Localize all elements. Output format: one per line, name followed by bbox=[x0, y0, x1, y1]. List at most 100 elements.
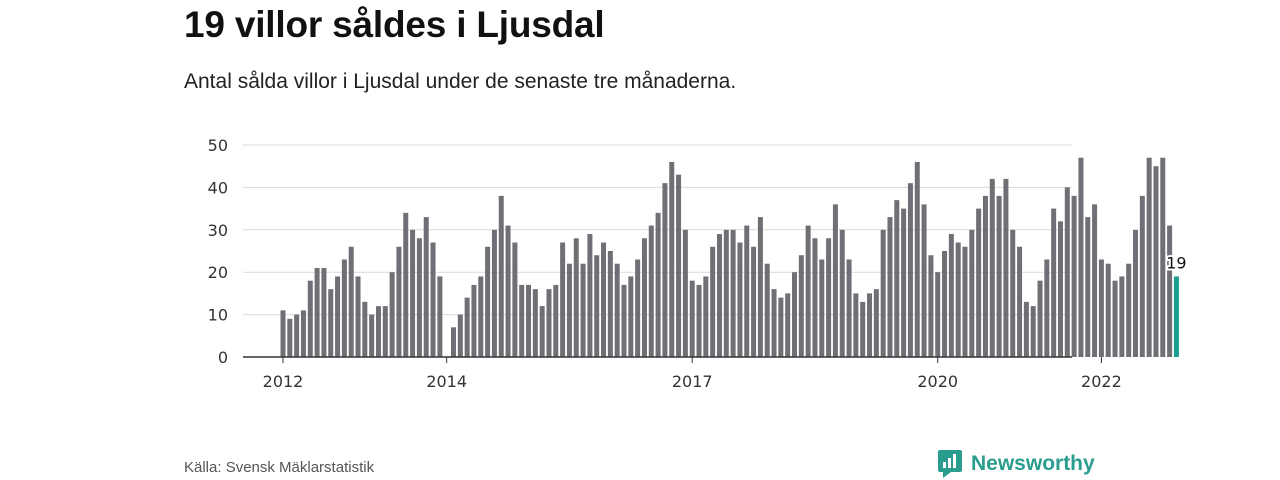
bar bbox=[451, 327, 456, 357]
bar bbox=[1044, 259, 1050, 357]
bar bbox=[546, 289, 552, 357]
bar bbox=[621, 284, 627, 357]
bar bbox=[1071, 195, 1077, 357]
bar bbox=[819, 259, 825, 357]
bar bbox=[362, 301, 368, 357]
bar bbox=[867, 293, 873, 357]
bar bbox=[512, 242, 518, 357]
bar bbox=[1092, 204, 1098, 357]
bar bbox=[730, 229, 736, 357]
bar bbox=[1167, 225, 1173, 357]
bar bbox=[832, 204, 838, 357]
bar bbox=[491, 229, 497, 357]
brand-logo[interactable]: Newsworthy bbox=[937, 449, 1095, 479]
x-tick-label: 2012 bbox=[263, 372, 304, 391]
bar bbox=[757, 217, 763, 357]
bar bbox=[751, 246, 757, 357]
bar bbox=[716, 234, 722, 357]
bar bbox=[505, 225, 511, 357]
bar bbox=[464, 297, 470, 357]
bar bbox=[566, 263, 572, 357]
bar bbox=[1112, 280, 1118, 357]
bar bbox=[1037, 280, 1043, 357]
bar bbox=[662, 183, 668, 357]
bar bbox=[805, 225, 811, 357]
bar bbox=[703, 276, 709, 357]
bar bbox=[682, 229, 688, 357]
bar bbox=[853, 293, 859, 357]
bar bbox=[921, 204, 927, 357]
bar bbox=[1119, 276, 1125, 357]
x-tick-label: 2017 bbox=[672, 372, 713, 391]
bar bbox=[641, 238, 647, 357]
source-note: Källa: Svensk Mäklarstatistik bbox=[184, 459, 375, 476]
bar bbox=[894, 200, 900, 357]
bar bbox=[614, 263, 620, 357]
bar bbox=[826, 238, 832, 357]
bar bbox=[532, 289, 538, 357]
bar bbox=[1023, 301, 1029, 357]
bar bbox=[348, 246, 354, 357]
bar bbox=[519, 284, 525, 357]
bar bbox=[1010, 229, 1016, 357]
bar bbox=[1139, 195, 1145, 357]
bar bbox=[1003, 178, 1009, 357]
bar bbox=[764, 263, 770, 357]
bar bbox=[1146, 157, 1152, 357]
x-tick-label: 2014 bbox=[426, 372, 467, 391]
bar bbox=[294, 314, 300, 357]
bar bbox=[423, 217, 429, 357]
bar bbox=[335, 276, 341, 357]
bar bbox=[1098, 259, 1104, 357]
y-tick-label: 10 bbox=[208, 306, 228, 325]
bar bbox=[1017, 246, 1023, 357]
bar bbox=[369, 314, 375, 357]
bar bbox=[1133, 229, 1138, 357]
bar bbox=[587, 234, 593, 357]
bar bbox=[457, 314, 463, 357]
bar bbox=[1057, 221, 1063, 357]
bar bbox=[887, 217, 893, 357]
x-tick-label: 2020 bbox=[917, 372, 958, 391]
bar bbox=[580, 263, 586, 357]
newsworthy-logo-icon bbox=[938, 450, 962, 478]
bar bbox=[1078, 157, 1084, 357]
bar bbox=[471, 284, 477, 357]
bar bbox=[914, 161, 920, 357]
y-tick-label: 50 bbox=[208, 136, 228, 155]
bar bbox=[792, 272, 797, 357]
bar bbox=[382, 306, 388, 357]
bar bbox=[907, 183, 913, 357]
y-tick-label: 20 bbox=[208, 263, 228, 282]
bar bbox=[669, 161, 675, 357]
bar bbox=[403, 212, 409, 357]
bar bbox=[839, 229, 845, 357]
bar bbox=[873, 289, 879, 357]
bar bbox=[976, 208, 982, 357]
bar bbox=[341, 259, 347, 357]
bar bbox=[655, 212, 661, 357]
bar bbox=[723, 229, 729, 357]
bar bbox=[307, 280, 313, 357]
chart-subtitle: Antal sålda villor i Ljusdal under de se… bbox=[184, 70, 737, 93]
bar bbox=[355, 276, 361, 357]
bar bbox=[812, 238, 818, 357]
bar bbox=[389, 272, 395, 357]
bar bbox=[539, 306, 545, 357]
bar bbox=[300, 310, 306, 357]
bar bbox=[778, 297, 784, 357]
bar bbox=[321, 267, 327, 357]
bar bbox=[676, 174, 682, 357]
bar bbox=[1051, 208, 1057, 357]
bar bbox=[846, 259, 852, 357]
bar bbox=[594, 255, 600, 357]
bar bbox=[989, 178, 995, 357]
bar bbox=[287, 318, 293, 357]
bar bbox=[375, 306, 381, 357]
bar bbox=[1105, 263, 1111, 357]
bar bbox=[696, 284, 702, 357]
bar bbox=[601, 242, 607, 357]
bar bbox=[328, 289, 334, 357]
bar bbox=[1064, 187, 1070, 357]
bar bbox=[1126, 263, 1132, 357]
